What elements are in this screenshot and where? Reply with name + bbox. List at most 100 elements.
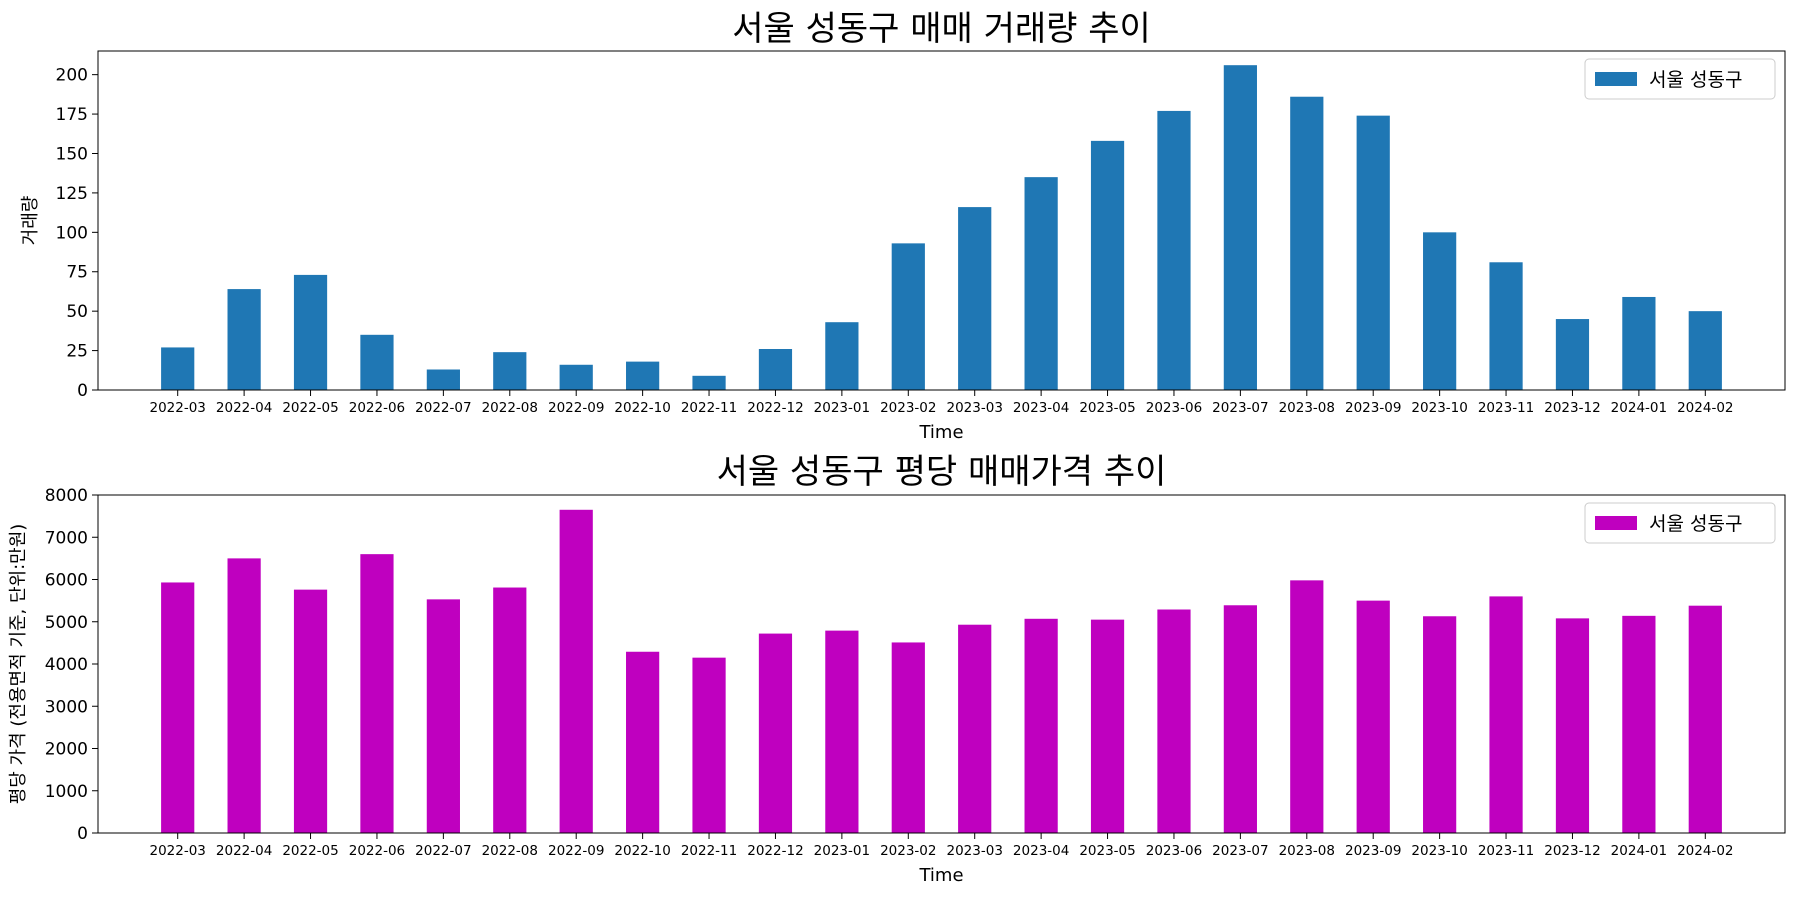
volume-ytick-label: 125: [56, 184, 88, 204]
volume-bar-2023-03: [958, 207, 992, 390]
price-xtick-label: 2023-11: [1478, 843, 1534, 859]
volume-bar-2023-04: [1024, 177, 1058, 390]
volume-xtick-label: 2023-09: [1345, 400, 1401, 416]
volume-bar-2022-04: [227, 289, 261, 390]
volume-bar-2022-03: [161, 347, 195, 390]
volume-chart-title: 서울 성동구 매매 거래량 추이: [732, 9, 1151, 49]
price-bar-2023-04: [1024, 618, 1058, 833]
volume-ytick-label: 50: [66, 302, 88, 322]
volume-bar-2022-12: [758, 349, 793, 390]
price-xtick-label: 2023-02: [880, 843, 936, 859]
price-xtick-label: 2023-03: [947, 843, 1003, 859]
volume-bar-2024-02: [1688, 311, 1722, 390]
price-xtick-label: 2022-03: [149, 843, 205, 859]
volume-xtick-label: 2024-02: [1677, 400, 1733, 416]
price-ytick-label: 6000: [45, 571, 88, 591]
volume-ytick-label: 200: [56, 66, 88, 86]
price-bar-2023-03: [958, 624, 992, 833]
price-bar-2023-06: [1157, 609, 1191, 833]
price-legend-swatch: [1595, 516, 1637, 530]
volume-xtick-label: 2023-03: [947, 400, 1003, 416]
volume-xtick-label: 2022-08: [482, 400, 538, 416]
volume-ytick-label: 25: [66, 342, 88, 362]
price-ytick-label: 4000: [45, 655, 88, 675]
volume-y-axis-label: 거래량: [20, 196, 41, 246]
volume-xtick-label: 2023-07: [1212, 400, 1268, 416]
volume-bar-2022-07: [426, 369, 460, 390]
volume-xtick-label: 2022-10: [614, 400, 670, 416]
volume-xtick-label: 2023-11: [1478, 400, 1534, 416]
price-ytick-label: 1000: [45, 782, 88, 802]
price-bar-2022-09: [559, 509, 593, 833]
volume-xtick-label: 2023-08: [1279, 400, 1335, 416]
price-ytick-label: 2000: [45, 740, 88, 760]
volume-legend: 서울 성동구: [1584, 58, 1776, 100]
volume-xtick-label: 2023-06: [1146, 400, 1202, 416]
price-bar-2023-05: [1090, 619, 1125, 833]
volume-xtick-label: 2022-09: [548, 400, 604, 416]
volume-legend-box: [1584, 58, 1776, 100]
volume-bar-2023-01: [825, 322, 859, 390]
price-xtick-label: 2024-01: [1611, 843, 1667, 859]
price-xtick-label: 2023-01: [814, 843, 870, 859]
price-plot-frame: [97, 494, 1786, 834]
volume-bar-2023-05: [1090, 140, 1125, 390]
volume-xtick-label: 2023-02: [880, 400, 936, 416]
price-xtick-label: 2023-08: [1279, 843, 1335, 859]
price-bar-2022-07: [426, 599, 460, 833]
volume-xtick-label: 2023-05: [1079, 400, 1135, 416]
volume-ytick-label: 100: [56, 223, 88, 243]
price-xtick-label: 2022-08: [482, 843, 538, 859]
price-legend: 서울 성동구: [1584, 502, 1776, 544]
price-bar-2023-09: [1356, 600, 1390, 834]
volume-bar-2023-09: [1356, 115, 1390, 391]
volume-bar-2023-07: [1223, 65, 1257, 390]
volume-ytick-label: 175: [56, 105, 88, 125]
volume-xtick-label: 2022-11: [681, 400, 737, 416]
volume-bar-2022-09: [559, 364, 593, 390]
volume-xtick-label: 2023-10: [1411, 400, 1467, 416]
volume-xtick-label: 2022-06: [349, 400, 405, 416]
volume-bar-2023-11: [1489, 262, 1523, 390]
price-ytick-label: 5000: [45, 613, 88, 633]
price-xtick-label: 2023-10: [1411, 843, 1467, 859]
volume-bar-2024-01: [1622, 296, 1656, 390]
price-bar-2024-02: [1688, 605, 1722, 833]
price-xtick-label: 2023-04: [1013, 843, 1069, 859]
price-bar-2022-03: [161, 582, 195, 833]
price-bar-2023-12: [1555, 618, 1590, 833]
volume-bar-2023-12: [1555, 319, 1590, 390]
price-xtick-label: 2022-04: [216, 843, 272, 859]
price-xtick-label: 2022-11: [681, 843, 737, 859]
volume-ytick-label: 75: [66, 263, 88, 283]
volume-legend-label: 서울 성동구: [1649, 69, 1742, 91]
volume-bar-2022-05: [293, 274, 328, 390]
volume-bar-2022-06: [360, 334, 394, 390]
price-legend-label: 서울 성동구: [1649, 513, 1742, 535]
price-xtick-label: 2023-05: [1079, 843, 1135, 859]
price-bar-2023-08: [1290, 580, 1324, 833]
price-bar-2022-10: [626, 651, 660, 833]
price-xtick-label: 2022-06: [349, 843, 405, 859]
volume-ytick-label: 150: [56, 144, 88, 164]
price-xtick-label: 2022-05: [282, 843, 338, 859]
volume-xtick-label: 2022-05: [282, 400, 338, 416]
price-bar-2023-10: [1423, 616, 1457, 833]
volume-xtick-label: 2022-07: [415, 400, 471, 416]
price-bar-2023-11: [1489, 596, 1523, 833]
volume-bar-2022-10: [626, 361, 660, 390]
price-chart-title: 서울 성동구 평당 매매가격 추이: [717, 452, 1167, 492]
price-bar-2022-08: [493, 587, 527, 833]
price-bar-2022-12: [758, 633, 793, 833]
price-xtick-label: 2024-02: [1677, 843, 1733, 859]
volume-x-axis-label: Time: [918, 422, 963, 443]
volume-xtick-label: 2023-12: [1544, 400, 1600, 416]
price-xtick-label: 2023-06: [1146, 843, 1202, 859]
price-bar-2022-04: [227, 558, 261, 834]
price-bar-2023-07: [1223, 605, 1257, 833]
price-y-axis-label: 평당 가격 (전용면적 기준, 단위:만원): [8, 524, 29, 805]
trade-volume-chart: 0 25 50 75 100 125 150 175 200 2022-03 2022-04 2022…: [20, 9, 1786, 443]
price-xtick-label: 2022-12: [747, 843, 803, 859]
price-x-axis-label: Time: [918, 865, 963, 886]
price-xtick-label: 2023-07: [1212, 843, 1268, 859]
